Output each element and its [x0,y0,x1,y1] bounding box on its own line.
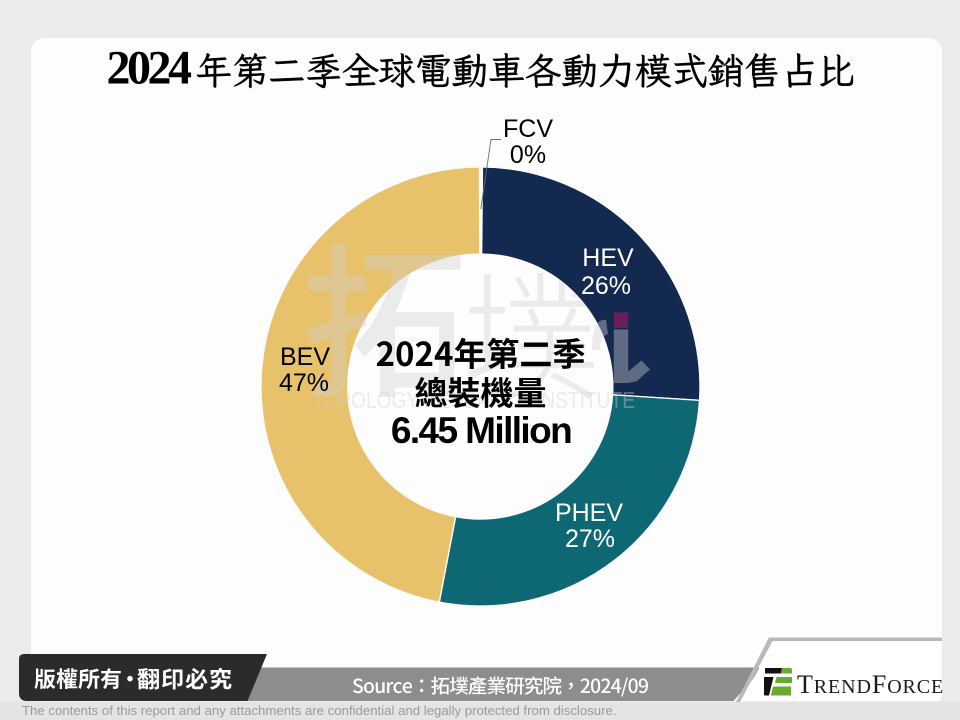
svg-text:PHEV: PHEV [555,499,623,527]
svg-text:27%: 27% [565,525,615,553]
svg-text:0%: 0% [510,141,546,169]
svg-text:BEV: BEV [280,343,330,371]
svg-text:47%: 47% [279,369,329,397]
svg-text:FCV: FCV [503,115,553,143]
svg-text:6.45 Million: 6.45 Million [391,410,571,451]
svg-text:26%: 26% [581,272,631,300]
svg-text:The contents of this report an: The contents of this report and any atta… [22,703,617,718]
svg-text:HEV: HEV [582,244,634,272]
